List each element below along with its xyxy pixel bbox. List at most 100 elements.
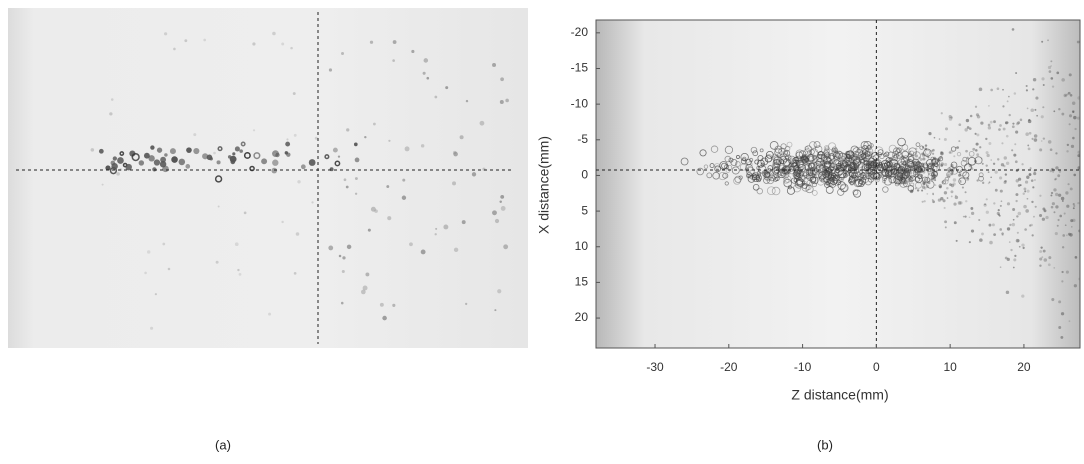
particle	[342, 256, 346, 260]
particle	[899, 156, 902, 159]
particle	[781, 154, 789, 162]
particle	[1061, 280, 1064, 283]
particle	[777, 169, 786, 179]
particle	[160, 156, 167, 163]
particle	[290, 46, 293, 50]
particle	[958, 173, 962, 177]
particle	[1002, 127, 1006, 131]
particle	[809, 149, 815, 155]
x-tick-label: -30	[646, 360, 664, 374]
particle	[164, 153, 168, 157]
particle	[253, 152, 261, 160]
particle	[940, 197, 944, 201]
particle	[709, 163, 715, 169]
particle	[819, 171, 827, 179]
particle	[243, 211, 247, 215]
particle	[854, 160, 863, 169]
particle	[1039, 257, 1043, 261]
particle	[877, 174, 882, 179]
particle	[1070, 144, 1075, 149]
particle	[750, 146, 758, 154]
particle	[918, 163, 925, 170]
particle	[1047, 263, 1051, 267]
particle	[900, 173, 903, 176]
particle	[724, 145, 734, 155]
particle	[1015, 179, 1019, 183]
particle	[924, 147, 928, 151]
particle	[956, 146, 960, 149]
particle	[922, 157, 926, 161]
particle	[293, 271, 297, 275]
particle	[865, 167, 870, 172]
particle	[499, 99, 504, 104]
particle	[914, 152, 917, 155]
particle	[988, 181, 991, 184]
particle	[938, 184, 943, 188]
particle	[1056, 224, 1059, 227]
particle	[154, 293, 157, 296]
particle	[794, 179, 804, 189]
particle	[388, 139, 391, 142]
particle	[958, 177, 967, 186]
particle	[782, 149, 791, 157]
particle	[1004, 173, 1008, 176]
particle	[913, 170, 916, 173]
particle	[795, 151, 803, 159]
particle	[913, 164, 918, 169]
particle	[833, 156, 838, 161]
particle	[780, 143, 787, 150]
particle	[1063, 93, 1067, 98]
particle	[978, 218, 981, 222]
particle	[143, 152, 150, 159]
particle	[916, 189, 920, 192]
particle	[975, 149, 978, 152]
particle	[848, 178, 853, 184]
particle	[940, 151, 943, 154]
particle	[1039, 194, 1042, 197]
particle	[411, 49, 415, 54]
particle	[804, 146, 809, 151]
particle	[1063, 212, 1066, 215]
particle	[1016, 231, 1019, 234]
particle	[908, 177, 914, 183]
particle	[452, 181, 457, 186]
particle	[227, 155, 232, 159]
particle	[918, 171, 921, 174]
particle	[944, 226, 947, 229]
particle	[940, 151, 944, 156]
particle	[903, 181, 907, 185]
particle	[760, 162, 765, 167]
particle	[802, 155, 808, 161]
particle	[887, 151, 895, 160]
particle	[1030, 223, 1033, 227]
particle	[783, 169, 790, 175]
particle	[1061, 270, 1064, 274]
particle	[874, 176, 881, 183]
particle	[921, 162, 925, 166]
particle	[982, 181, 985, 184]
particle	[805, 185, 814, 194]
particle	[1026, 197, 1029, 200]
particle	[943, 206, 946, 210]
particle	[934, 184, 937, 187]
panel-a	[8, 8, 528, 348]
particle	[329, 167, 334, 172]
particle	[894, 149, 902, 156]
particle	[724, 181, 729, 186]
particle	[243, 151, 251, 159]
particle	[824, 181, 829, 186]
particle	[899, 166, 901, 169]
particle	[998, 128, 1001, 131]
particle	[721, 162, 728, 169]
particle	[1010, 248, 1013, 252]
particle	[1005, 161, 1010, 165]
particle	[343, 178, 347, 182]
particle	[1058, 170, 1062, 173]
particle	[988, 142, 992, 146]
particle	[850, 145, 859, 154]
particle	[337, 155, 341, 158]
particle	[193, 133, 197, 137]
particle	[989, 240, 993, 245]
particle	[748, 173, 754, 179]
